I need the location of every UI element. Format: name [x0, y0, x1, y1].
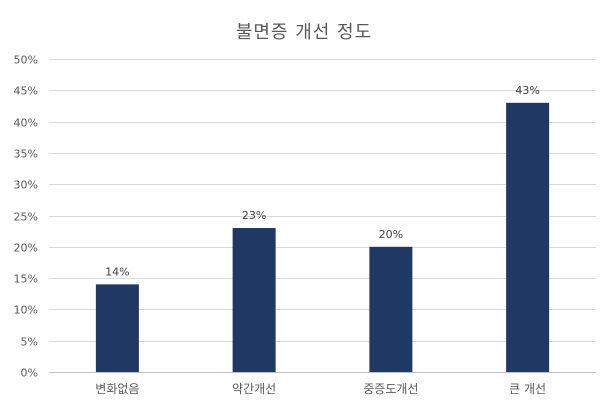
data-label: 14% — [105, 265, 129, 278]
y-tick-label: 30% — [14, 179, 38, 192]
y-tick-label: 20% — [14, 242, 38, 255]
y-tick-label: 40% — [14, 117, 38, 130]
data-labels: 14% 23% 20% 43% — [105, 84, 540, 279]
bar — [232, 228, 276, 372]
data-label: 20% — [379, 228, 403, 241]
x-tick-label: 큰 개선 — [509, 382, 546, 396]
bar — [506, 102, 550, 372]
y-tick-label: 50% — [14, 54, 38, 67]
x-tick-label: 약간개선 — [232, 381, 276, 396]
y-tick-label: 15% — [14, 273, 38, 286]
bar — [95, 284, 139, 372]
y-tick-label: 25% — [14, 211, 38, 224]
y-tick-label: 10% — [14, 304, 38, 317]
x-tick-label: 중증도개선 — [363, 382, 418, 396]
bars — [95, 102, 550, 372]
y-axis-ticks: 0% 5% 10% 15% 20% 25% 30% 35% 40% 45% 50% — [14, 54, 38, 380]
gridlines — [49, 59, 596, 373]
data-label: 43% — [515, 84, 539, 97]
data-label: 23% — [242, 209, 266, 222]
bar — [369, 246, 413, 372]
y-tick-label: 5% — [21, 336, 38, 349]
x-axis-ticks: 변화없음 약간개선 중증도개선 큰 개선 — [95, 381, 546, 396]
y-tick-label: 45% — [14, 85, 38, 98]
chart-title: 불면증 개선 정도 — [235, 22, 373, 43]
x-tick-label: 변화없음 — [95, 382, 139, 396]
y-tick-label: 0% — [21, 367, 38, 380]
y-tick-label: 35% — [14, 148, 38, 161]
